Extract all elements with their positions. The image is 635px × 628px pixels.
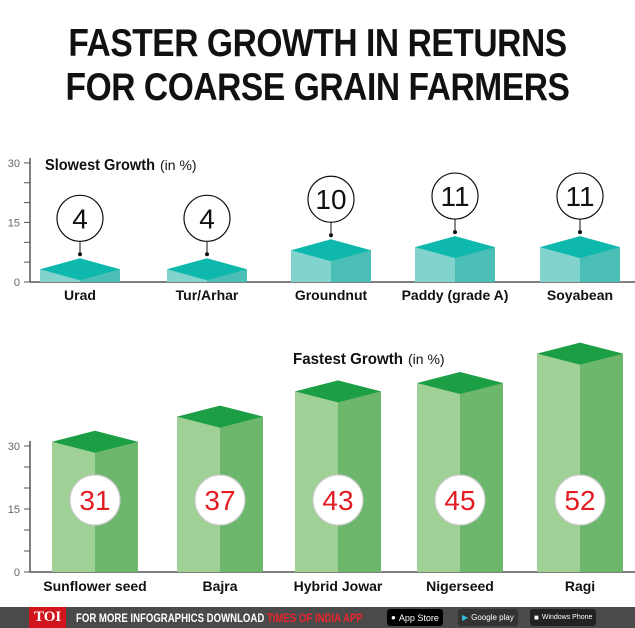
windows-icon: ■ — [534, 613, 539, 622]
app-store-badge[interactable]: ● App Store — [387, 609, 443, 626]
bar-top — [415, 236, 495, 259]
data-label-circle — [69, 474, 121, 526]
data-label: 37 — [204, 485, 235, 516]
label-dot — [453, 230, 457, 235]
data-label-circle — [554, 474, 606, 526]
bar-front-left — [537, 353, 580, 572]
bar-top — [52, 430, 138, 453]
data-label: 31 — [79, 485, 110, 516]
bar-front-right — [580, 353, 623, 572]
bar: 10 Groundnut — [291, 175, 371, 303]
bar: 37 Bajra — [177, 405, 263, 594]
data-label: 45 — [444, 485, 475, 516]
data-label-circle — [556, 172, 604, 220]
apple-icon: ● — [391, 613, 396, 622]
category-label: Bajra — [202, 578, 237, 594]
data-label: 11 — [565, 181, 594, 212]
chart-title: Slowest Growth — [45, 157, 155, 174]
bar-top — [177, 405, 263, 428]
label-dot — [205, 252, 209, 257]
play-icon: ▶ — [462, 613, 469, 622]
data-label: 4 — [72, 203, 88, 234]
y-tick-label: 15 — [8, 217, 20, 229]
bar-top — [291, 239, 371, 262]
data-label-circle — [431, 172, 479, 220]
bar-top — [417, 372, 503, 394]
category-label: Groundnut — [295, 287, 368, 303]
category-label: Sunflower seed — [43, 578, 146, 594]
data-label-circle — [56, 194, 104, 242]
category-label: Hybrid Jowar — [294, 578, 383, 594]
bar-top — [40, 258, 120, 281]
y-tick-label: 0 — [14, 567, 20, 579]
data-label: 43 — [322, 485, 353, 516]
category-label: Paddy (grade A) — [402, 287, 509, 303]
bar: 11 Soyabean — [540, 172, 620, 303]
bar: 31 Sunflower seed — [43, 430, 147, 594]
bar-top — [540, 236, 620, 259]
bar-top — [295, 380, 381, 403]
data-label-circle — [434, 474, 486, 526]
label-dot — [329, 233, 333, 238]
data-label: 52 — [564, 485, 595, 516]
y-tick-label: 15 — [8, 504, 20, 516]
bar: 52 Ragi — [537, 342, 623, 594]
toi-logo: TOI — [29, 607, 67, 628]
y-tick-label: 0 — [14, 277, 20, 289]
bar: 11 Paddy (grade A) — [402, 172, 509, 303]
data-label: 10 — [315, 184, 346, 215]
category-label: Tur/Arhar — [176, 287, 239, 303]
bar: 43 Hybrid Jowar — [294, 380, 383, 594]
bar-top — [167, 258, 247, 281]
slowest-growth-chart: 0 15 30 Slowest Growth (in %) 4 Urad 4 Tur/Arhar… — [8, 157, 635, 303]
data-label: 4 — [199, 203, 215, 234]
label-dot — [578, 230, 582, 235]
category-label: Ragi — [565, 578, 595, 594]
y-tick-label: 30 — [8, 158, 20, 170]
data-label-circle — [307, 175, 355, 223]
label-dot — [78, 252, 82, 257]
bar-top — [537, 342, 623, 365]
windows-phone-badge[interactable]: ■ Windows Phone — [530, 609, 597, 626]
page-title: FASTER GROWTH IN RETURNS FOR COARSE GRAI… — [65, 22, 570, 109]
data-label-circle — [312, 474, 364, 526]
bar: 4 Urad — [40, 194, 120, 303]
bar: 4 Tur/Arhar — [167, 194, 247, 303]
google-play-badge[interactable]: ▶ Google play — [458, 609, 518, 626]
fastest-growth-chart: 0 15 30 Fastest Growth (in %) 31 Sunflower see… — [8, 342, 635, 594]
data-label: 11 — [440, 181, 469, 212]
chart-title: Fastest Growth — [293, 351, 403, 368]
chart-title-unit: (in %) — [160, 157, 197, 173]
category-label: Nigerseed — [426, 578, 494, 594]
chart-title-unit: (in %) — [408, 351, 445, 367]
bar: 45 Nigerseed — [417, 372, 503, 594]
category-label: Urad — [64, 287, 96, 303]
category-label: Soyabean — [547, 287, 613, 303]
y-tick-label: 30 — [8, 441, 20, 453]
data-label-circle — [183, 194, 231, 242]
footer-text: FOR MORE INFOGRAPHICS DOWNLOAD TIMES OF … — [76, 610, 364, 625]
data-label-circle — [194, 474, 246, 526]
